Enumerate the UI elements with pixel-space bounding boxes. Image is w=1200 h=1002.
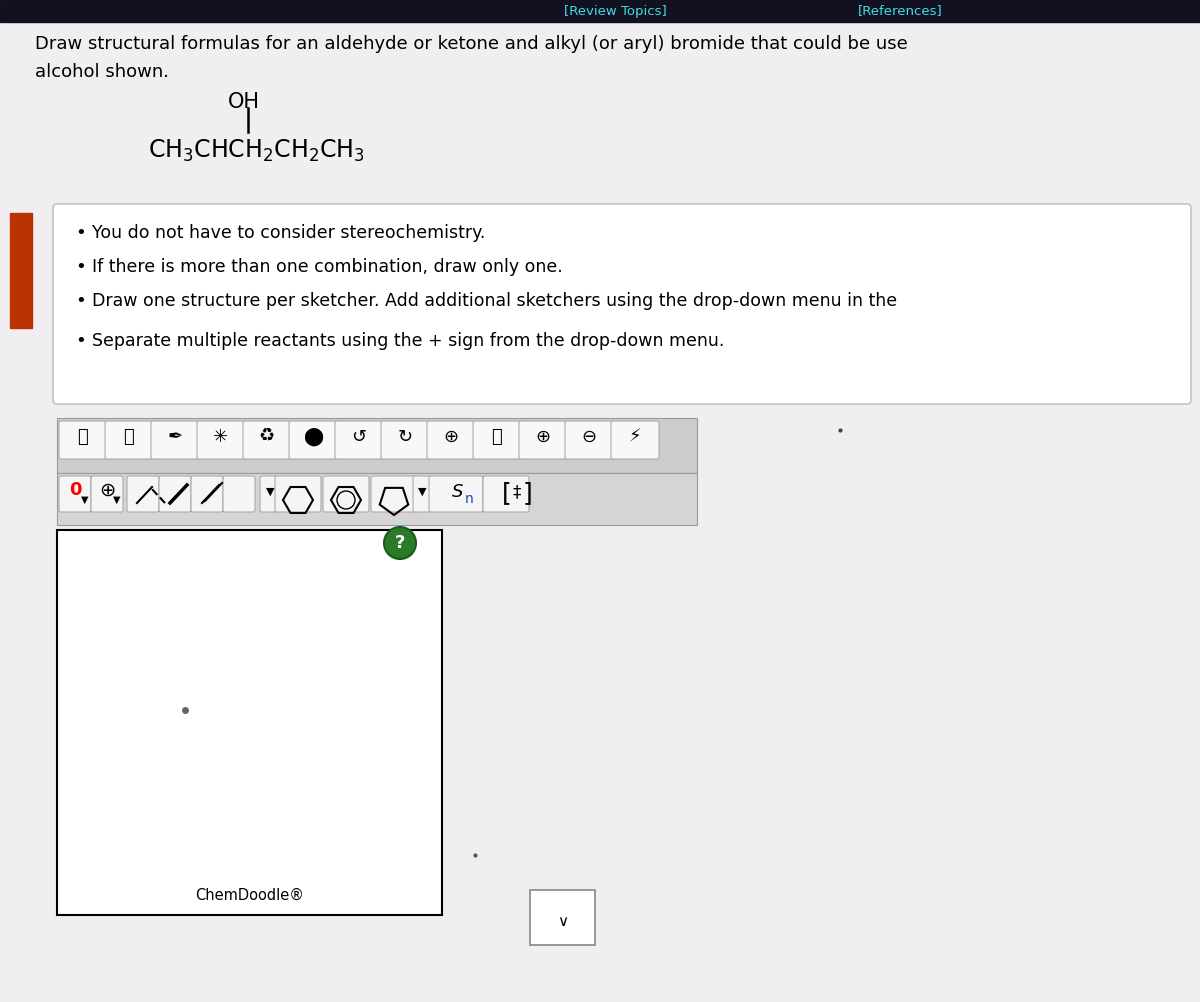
FancyBboxPatch shape [473,421,521,459]
Text: You do not have to consider stereochemistry.: You do not have to consider stereochemis… [92,224,485,242]
FancyBboxPatch shape [371,476,418,512]
FancyBboxPatch shape [59,476,91,512]
Text: ⊖: ⊖ [582,428,596,446]
FancyBboxPatch shape [191,476,223,512]
FancyBboxPatch shape [127,476,158,512]
Bar [0,0,1200,22]
Text: ▼: ▼ [418,487,426,497]
Ellipse shape [384,527,416,559]
Text: ChemDoodle®: ChemDoodle® [196,888,304,903]
Text: ⊕: ⊕ [98,481,115,500]
Bar [530,890,595,945]
Text: ?: ? [395,534,406,552]
Text: •: • [74,292,85,310]
Text: •: • [74,224,85,242]
Bar [58,530,442,915]
Text: ∨: ∨ [557,914,568,929]
FancyBboxPatch shape [106,421,154,459]
FancyBboxPatch shape [413,476,431,512]
FancyBboxPatch shape [565,421,613,459]
Text: ⊕: ⊕ [535,428,551,446]
Text: Draw one structure per sketcher. Add additional sketchers using the drop-down me: Draw one structure per sketcher. Add add… [92,292,898,310]
Text: ]: ] [522,481,532,505]
Text: ▼: ▼ [265,487,275,497]
Text: [References]: [References] [858,4,942,17]
FancyBboxPatch shape [275,476,322,512]
Text: ▼: ▼ [82,495,89,505]
FancyBboxPatch shape [430,476,482,512]
Text: ♻: ♻ [259,428,275,446]
Text: ✳: ✳ [214,428,228,446]
Bar [10,213,32,328]
Text: ↻: ↻ [397,428,413,446]
FancyBboxPatch shape [151,421,199,459]
FancyBboxPatch shape [482,476,529,512]
Text: alcohol shown.: alcohol shown. [35,63,169,81]
Text: 📸: 📸 [492,428,503,446]
Text: $\mathregular{CH_3CHCH_2CH_2CH_3}$: $\mathregular{CH_3CHCH_2CH_2CH_3}$ [148,138,365,164]
FancyBboxPatch shape [427,421,475,459]
Text: ‡: ‡ [512,483,521,501]
Text: If there is more than one combination, draw only one.: If there is more than one combination, d… [92,258,563,276]
FancyBboxPatch shape [611,421,659,459]
Text: ⊕: ⊕ [444,428,458,446]
Text: ↺: ↺ [352,428,366,446]
FancyBboxPatch shape [382,421,430,459]
Text: [Review Topics]: [Review Topics] [564,4,666,17]
Text: ▼: ▼ [113,495,121,505]
FancyBboxPatch shape [53,204,1190,404]
Text: n: n [464,492,473,506]
FancyBboxPatch shape [242,421,292,459]
FancyBboxPatch shape [91,476,124,512]
Text: 🧴: 🧴 [124,428,134,446]
Text: [: [ [502,481,512,505]
Text: ✋: ✋ [78,428,89,446]
FancyBboxPatch shape [158,476,191,512]
Bar [58,473,697,525]
Text: •: • [74,258,85,276]
FancyBboxPatch shape [59,421,107,459]
Text: ⬤: ⬤ [302,428,323,446]
Text: Separate multiple reactants using the + sign from the drop-down menu.: Separate multiple reactants using the + … [92,332,725,350]
Text: OH: OH [228,92,260,112]
FancyBboxPatch shape [323,476,370,512]
Text: Draw structural formulas for an aldehyde or ketone and alkyl (or aryl) bromide t: Draw structural formulas for an aldehyde… [35,35,907,53]
Text: •: • [74,332,85,350]
FancyBboxPatch shape [335,421,383,459]
FancyBboxPatch shape [197,421,245,459]
FancyBboxPatch shape [260,476,278,512]
FancyBboxPatch shape [289,421,337,459]
Text: ⚡: ⚡ [629,428,641,446]
FancyBboxPatch shape [520,421,568,459]
Bar [58,418,697,473]
Text: $\mathit{S}$: $\mathit{S}$ [450,483,463,501]
Text: ✒: ✒ [168,428,182,446]
Text: 0: 0 [68,481,82,499]
FancyBboxPatch shape [223,476,256,512]
